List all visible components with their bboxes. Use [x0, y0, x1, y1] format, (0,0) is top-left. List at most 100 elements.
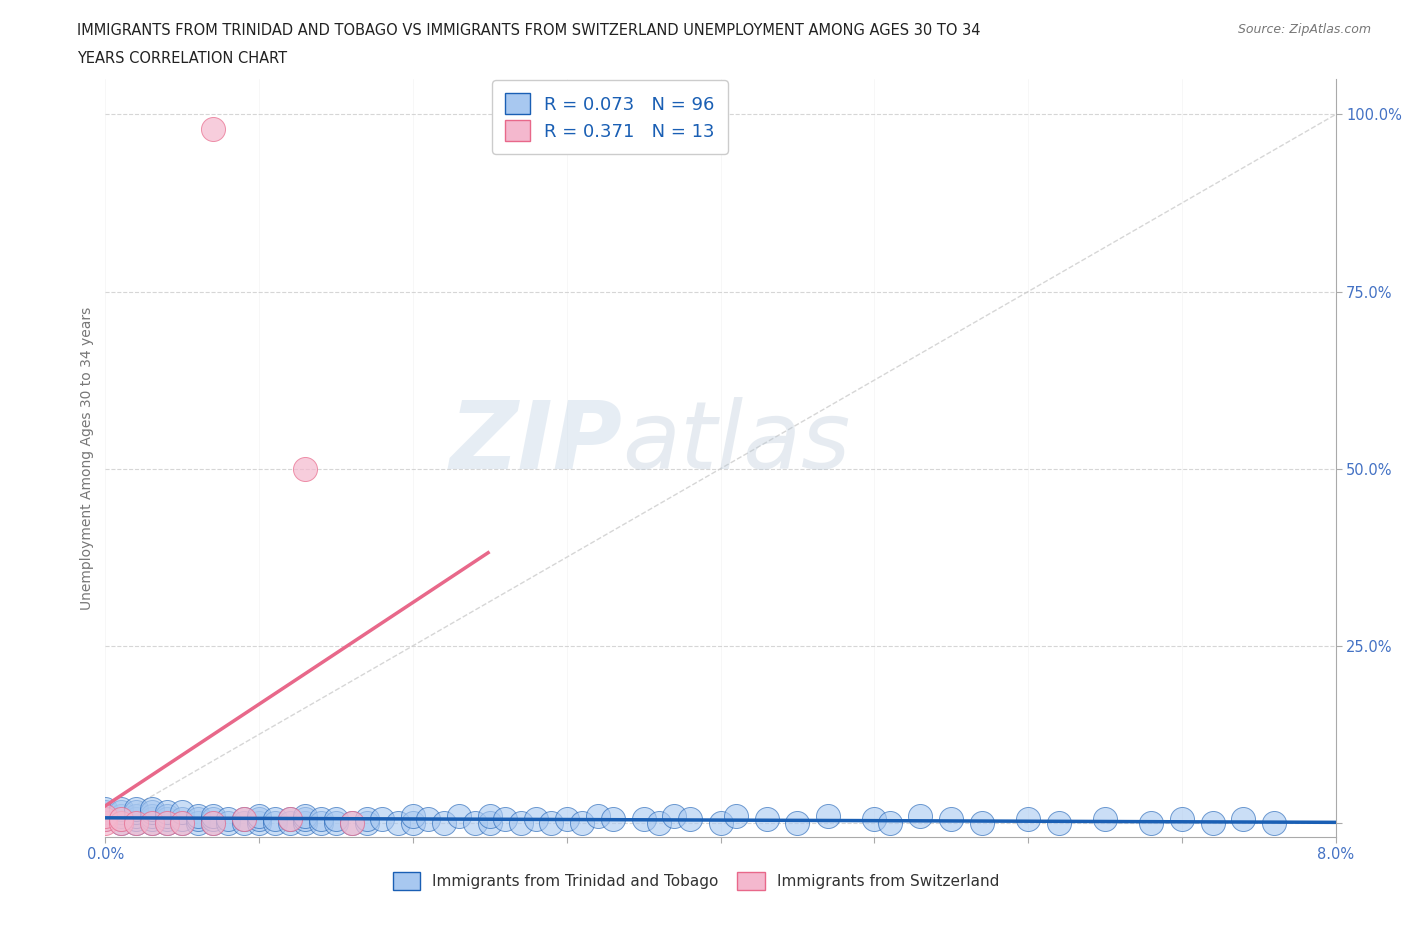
Point: [232, 816, 254, 830]
Point: [786, 816, 808, 830]
Point: [325, 812, 347, 827]
Point: [509, 816, 531, 830]
Point: [94, 812, 117, 827]
Point: [156, 804, 179, 819]
Point: [232, 812, 254, 827]
Point: [141, 812, 163, 827]
Point: [202, 121, 225, 136]
Point: [1263, 816, 1285, 830]
Point: [325, 816, 347, 830]
Point: [218, 812, 240, 827]
Point: [633, 812, 655, 827]
Point: [172, 812, 194, 827]
Point: [1017, 812, 1039, 827]
Point: [710, 816, 733, 830]
Point: [724, 808, 747, 823]
Point: [94, 804, 117, 819]
Point: [571, 816, 593, 830]
Point: [247, 812, 270, 827]
Point: [863, 812, 886, 827]
Point: [555, 812, 578, 827]
Point: [433, 816, 456, 830]
Point: [402, 808, 425, 823]
Point: [664, 808, 686, 823]
Point: [941, 812, 963, 827]
Point: [910, 808, 932, 823]
Point: [970, 816, 993, 830]
Point: [294, 816, 316, 830]
Point: [294, 812, 316, 827]
Point: [125, 812, 148, 827]
Point: [141, 816, 163, 830]
Point: [125, 816, 148, 830]
Point: [141, 816, 163, 830]
Point: [202, 816, 225, 830]
Point: [309, 812, 332, 827]
Point: [156, 816, 179, 830]
Point: [402, 816, 425, 830]
Point: [172, 816, 194, 830]
Point: [879, 816, 901, 830]
Legend: Immigrants from Trinidad and Tobago, Immigrants from Switzerland: Immigrants from Trinidad and Tobago, Imm…: [385, 865, 1007, 897]
Point: [110, 816, 132, 830]
Point: [602, 812, 624, 827]
Point: [141, 808, 163, 823]
Point: [356, 812, 378, 827]
Point: [478, 816, 501, 830]
Point: [172, 816, 194, 830]
Point: [187, 816, 209, 830]
Point: [94, 808, 117, 823]
Point: [110, 808, 132, 823]
Text: Source: ZipAtlas.com: Source: ZipAtlas.com: [1237, 23, 1371, 36]
Point: [494, 812, 516, 827]
Point: [817, 808, 839, 823]
Point: [340, 816, 363, 830]
Point: [540, 816, 562, 830]
Point: [187, 812, 209, 827]
Point: [1140, 816, 1163, 830]
Point: [648, 816, 671, 830]
Point: [1201, 816, 1223, 830]
Text: IMMIGRANTS FROM TRINIDAD AND TOBAGO VS IMMIGRANTS FROM SWITZERLAND UNEMPLOYMENT : IMMIGRANTS FROM TRINIDAD AND TOBAGO VS I…: [77, 23, 981, 38]
Point: [247, 816, 270, 830]
Point: [110, 802, 132, 817]
Point: [449, 808, 471, 823]
Point: [141, 804, 163, 819]
Point: [294, 461, 316, 476]
Point: [278, 812, 301, 827]
Point: [218, 816, 240, 830]
Point: [125, 816, 148, 830]
Point: [278, 816, 301, 830]
Point: [755, 812, 778, 827]
Point: [94, 802, 117, 817]
Point: [263, 812, 285, 827]
Point: [125, 808, 148, 823]
Text: ZIP: ZIP: [450, 397, 621, 489]
Point: [371, 812, 394, 827]
Point: [110, 812, 132, 827]
Point: [202, 812, 225, 827]
Point: [110, 812, 132, 827]
Point: [156, 808, 179, 823]
Point: [202, 816, 225, 830]
Point: [478, 808, 501, 823]
Point: [187, 808, 209, 823]
Point: [356, 816, 378, 830]
Point: [125, 804, 148, 819]
Point: [418, 812, 440, 827]
Point: [464, 816, 486, 830]
Text: atlas: atlas: [621, 397, 851, 488]
Point: [232, 812, 254, 827]
Point: [125, 802, 148, 817]
Point: [586, 808, 609, 823]
Point: [110, 816, 132, 830]
Point: [141, 802, 163, 817]
Point: [1232, 812, 1254, 827]
Point: [294, 808, 316, 823]
Point: [94, 808, 117, 823]
Point: [679, 812, 702, 827]
Point: [94, 812, 117, 827]
Point: [94, 816, 117, 830]
Point: [156, 816, 179, 830]
Point: [110, 804, 132, 819]
